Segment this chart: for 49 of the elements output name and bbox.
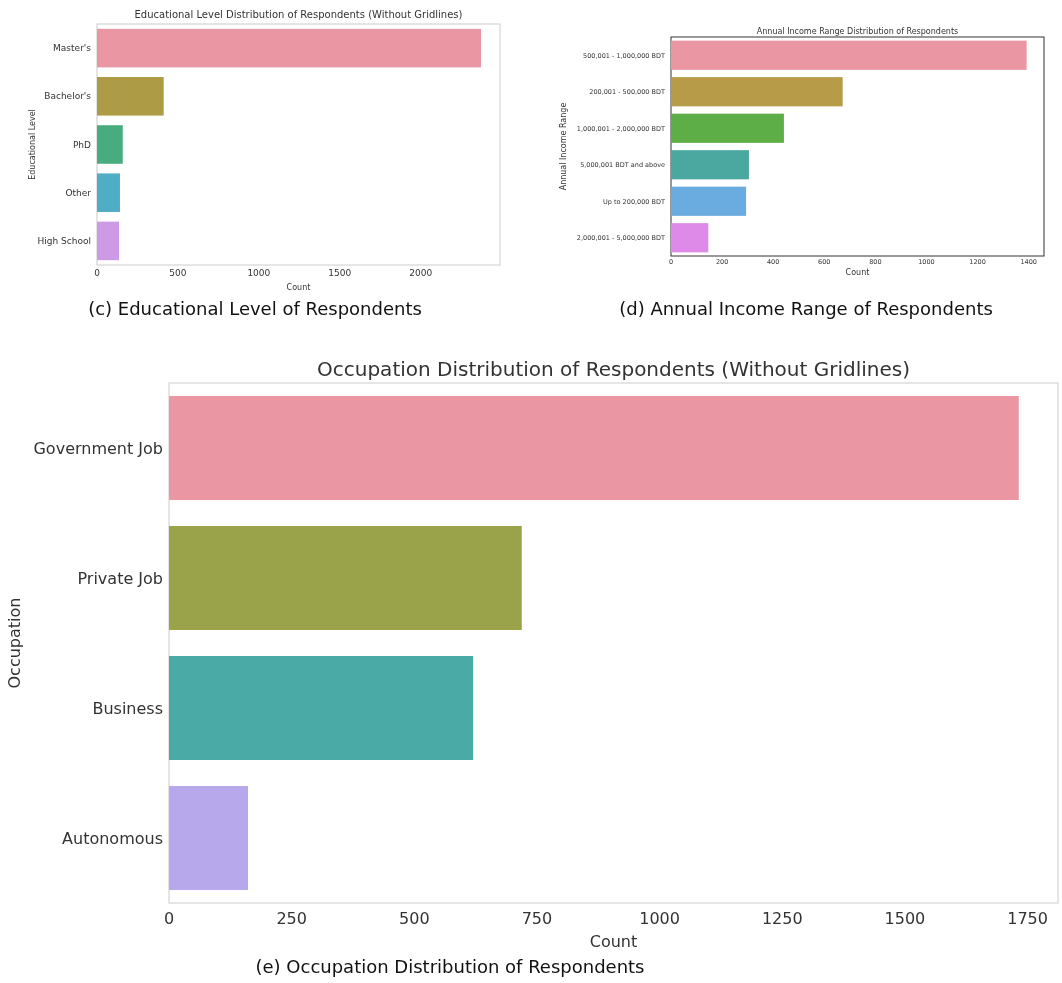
x-tick-label: 0 bbox=[163, 909, 175, 928]
bar bbox=[671, 150, 749, 180]
y-tick-label: Master's bbox=[53, 43, 92, 54]
y-tick-label: Private Job bbox=[77, 568, 163, 588]
bar bbox=[671, 77, 843, 107]
bar bbox=[169, 656, 474, 760]
bar bbox=[97, 77, 164, 116]
bar bbox=[671, 223, 709, 253]
y-tick-label: Autonomous bbox=[62, 828, 163, 848]
x-tick-label: 0 bbox=[94, 268, 101, 278]
x-tick-label: 1250 bbox=[761, 909, 803, 928]
bar bbox=[671, 40, 1027, 70]
x-tick-label: 250 bbox=[276, 909, 307, 928]
x-tick-label: 750 bbox=[521, 909, 553, 928]
chart-title: Annual Income Range Distribution of Respondents bbox=[756, 27, 959, 36]
y-tick-label: Other bbox=[65, 187, 92, 198]
y-tick-label: Government Job bbox=[33, 438, 163, 458]
x-axis-title: Count bbox=[845, 268, 870, 277]
y-axis-title: Educational Level bbox=[28, 109, 37, 180]
bar bbox=[169, 786, 248, 890]
x-tick-label: 1500 bbox=[328, 268, 352, 278]
y-tick-label: PhD bbox=[72, 139, 92, 150]
x-tick-label: 1000 bbox=[247, 268, 271, 278]
x-tick-label: 1500 bbox=[884, 909, 926, 928]
text: (e) Occupation Distribution of Respondents bbox=[255, 956, 645, 977]
x-tick-label: 2000 bbox=[409, 268, 433, 278]
y-axis-title: Occupation bbox=[5, 597, 24, 689]
text: (d) Annual Income Range of Respondents bbox=[619, 298, 993, 319]
y-tick-label: Business bbox=[92, 698, 163, 718]
bar bbox=[671, 113, 784, 143]
x-tick-label: 500 bbox=[399, 909, 430, 928]
y-tick-label: Bachelor's bbox=[44, 91, 92, 102]
chart-title: Occupation Distribution of Respondents (Without Gridlines) bbox=[317, 357, 910, 381]
bar bbox=[97, 173, 120, 212]
x-tick-label: 1000 bbox=[639, 909, 680, 928]
bar bbox=[97, 125, 123, 164]
bar bbox=[671, 186, 747, 216]
bar bbox=[169, 396, 1019, 500]
chart-title: Educational Level Distribution of Respondents (Without Gridlines) bbox=[134, 9, 463, 20]
x-axis-title: Count bbox=[286, 283, 311, 292]
x-tick-label: 1750 bbox=[1007, 909, 1048, 928]
text: (c) Educational Level of Respondents bbox=[88, 298, 422, 319]
y-axis-title: Annual Income Range bbox=[559, 102, 568, 191]
x-tick-label: 500 bbox=[169, 268, 187, 278]
bar bbox=[97, 28, 482, 68]
bar bbox=[97, 221, 120, 261]
x-axis-title: Count bbox=[589, 932, 638, 951]
y-tick-label: High School bbox=[37, 236, 91, 247]
bar bbox=[169, 526, 522, 630]
